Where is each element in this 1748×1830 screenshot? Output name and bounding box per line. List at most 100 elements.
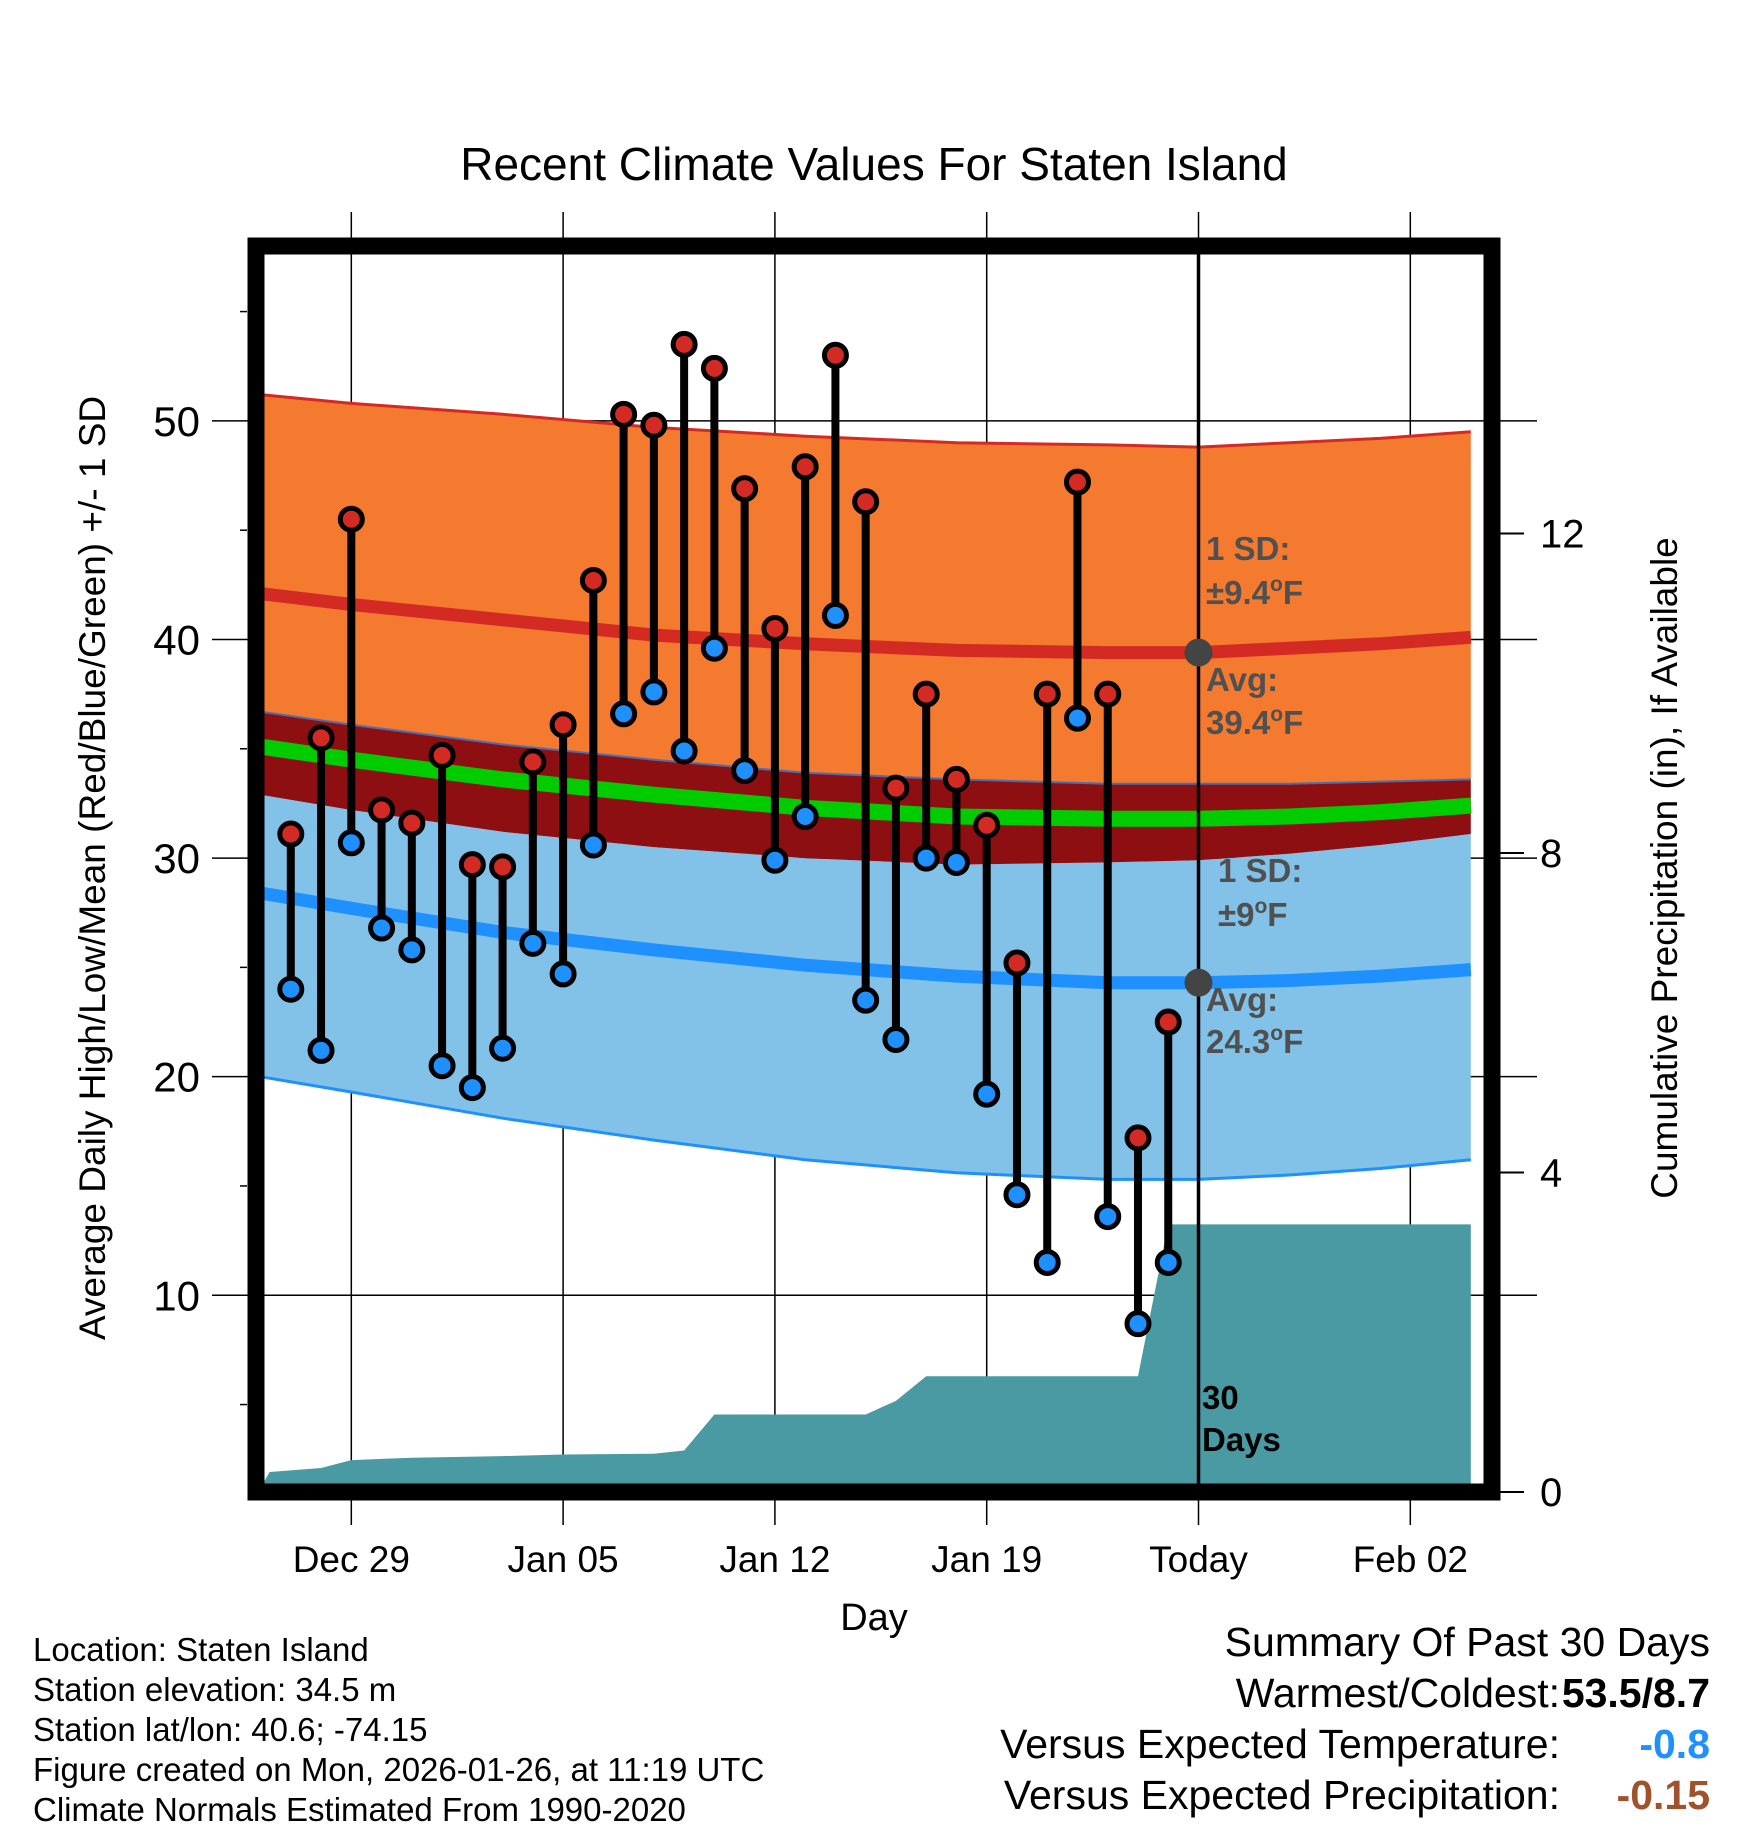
daily-low-point [731,757,759,785]
low-avg-value-value: 24.3 [1206,1023,1270,1060]
daily-low-point [398,936,426,964]
low-sd-label: 1 SD: [1218,852,1302,889]
low-avg-value-degree: o [1270,1022,1283,1045]
daily-high-point [821,341,849,369]
high-upper-line [260,393,1471,449]
daily-high-point [368,796,396,824]
daily-high-point [700,354,728,382]
location-text: Location: Staten Island [33,1631,369,1668]
daily-high-point [1063,468,1091,496]
daily-high-point [973,811,1001,839]
x-tick-label: Dec 29 [293,1539,410,1580]
daily-low-point [973,1080,1001,1108]
high-avg-value-unit: F [1283,704,1303,741]
daily-high-point [1033,680,1061,708]
high-avg-value: 39.4oF [1206,703,1303,741]
y-left-tick-label: 40 [153,616,200,663]
period-value: 30 [1202,1379,1239,1416]
axes: Dec 29 Jan 05 Jan 12 Jan 19 Today Feb 02 10 20 3… [153,237,1585,1580]
x-tick-label: Feb 02 [1353,1539,1468,1580]
daily-high-point [852,488,880,516]
y-right-tick-label: 0 [1540,1471,1562,1515]
daily-low-point [761,846,789,874]
high-avg-value-degree: o [1270,703,1283,726]
daily-high-point [428,741,456,769]
daily-low-point [579,831,607,859]
low-avg-label: Avg: [1206,981,1278,1018]
daily-low-point [428,1052,456,1080]
low-sd-value-value: ±9 [1218,896,1254,933]
daily-low-point [1094,1203,1122,1231]
daily-low-point [912,844,940,872]
daily-low-point [670,737,698,765]
daily-high-point [610,400,638,428]
daily-high-point [791,453,819,481]
summary-precip: Versus Expected Precipitation: -0.15 [1000,1770,1710,1821]
low-avg-line [259,886,1472,990]
y-left-tick-label: 20 [153,1054,200,1101]
daily-low-point [1033,1248,1061,1276]
precip-diff-label: Versus Expected Precipitation: [1003,1772,1560,1818]
precipitation-area [260,1224,1471,1492]
low-sd-value-unit: F [1267,896,1287,933]
y-right-tick-label: 4 [1540,1152,1562,1196]
y-right-tick-label: 8 [1540,832,1562,876]
daily-low-point [882,1026,910,1054]
summary-panel: Summary Of Past 30 Days Warmest/Coldest:… [1000,1617,1710,1821]
high-avg-value-value: 39.4 [1206,704,1271,741]
daily-high-point [458,851,486,879]
created-text: Figure created on Mon, 2026-01-26, at 11… [33,1751,765,1788]
summary-title: Summary Of Past 30 Days [1000,1617,1710,1668]
daily-low-point [489,1034,517,1062]
daily-high-point [1094,680,1122,708]
daily-low-point [1003,1181,1031,1209]
today-low-avg-marker [1184,968,1213,997]
y-axis-label-right: Cumulative Precipitation (in), If Availa… [1644,537,1685,1199]
daily-high-point [1154,1008,1182,1036]
daily-high-point [1003,949,1031,977]
low-avg-value: 24.3oF [1206,1022,1303,1060]
daily-high-point [489,853,517,881]
daily-high-point [942,765,970,793]
y-left-tick-label: 10 [153,1272,200,1319]
daily-low-point [1154,1248,1182,1276]
high-avg-label: Avg: [1206,661,1278,698]
daily-low-point [821,601,849,629]
daily-low-point [640,678,668,706]
warm-cold-value: 53.5/8.7 [1561,1670,1710,1716]
daily-high-point [882,774,910,802]
elevation-text: Station elevation: 34.5 m [33,1671,397,1708]
daily-high-point [579,566,607,594]
daily-low-point [610,700,638,728]
daily-low-point [277,975,305,1003]
y-right-tick-label: 12 [1540,513,1585,557]
daily-high-point [519,748,547,776]
x-tick-label: Jan 05 [508,1539,619,1580]
daily-high-point [337,505,365,533]
daily-low-point [519,929,547,957]
low-sd-value: ±9oF [1218,895,1287,933]
daily-low-point [942,848,970,876]
high-sd-value-value: ±9.4 [1206,574,1271,611]
precip-area [260,1224,1471,1492]
summary-title-text: Summary Of Past 30 Days [1224,1619,1710,1665]
daily-low-point [1063,704,1091,732]
y-left-tick-label: 50 [153,398,200,445]
daily-high-point [640,411,668,439]
temp-diff-label: Versus Expected Temperature: [1000,1721,1560,1767]
daily-low-point [307,1036,335,1064]
summary-warm-cold: Warmest/Coldest: 53.5/8.7 [1000,1668,1710,1719]
x-tick-label: Today [1149,1539,1248,1580]
daily-high-point [670,330,698,358]
daily-high-point [761,615,789,643]
low-sd-value-degree: o [1254,895,1267,918]
high-avg-line [259,587,1472,660]
daily-high-point [549,711,577,739]
daily-low-point [1124,1310,1152,1338]
high-sd-value-degree: o [1270,573,1283,596]
low-lower-line [260,1075,1471,1181]
warm-cold-label: Warmest/Coldest: [1235,1670,1560,1716]
daily-high-point [277,820,305,848]
